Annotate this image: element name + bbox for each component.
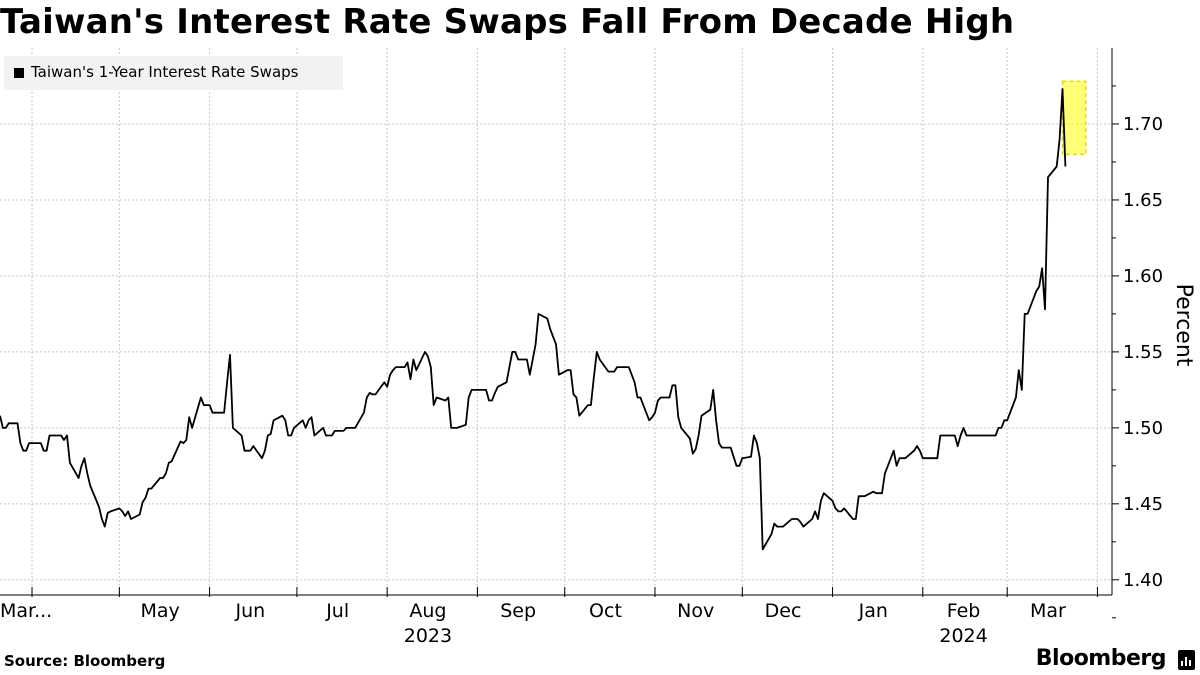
legend-swatch bbox=[14, 68, 24, 78]
series-layer bbox=[0, 88, 1067, 551]
x-tick-label: May bbox=[140, 600, 179, 622]
y-tick-label: 1.55 bbox=[1123, 342, 1163, 363]
x-tick-label: Aug bbox=[409, 600, 446, 622]
x-tick-label: Mar bbox=[1030, 600, 1066, 622]
brand-wordmark: Bloomberg bbox=[1035, 646, 1167, 671]
x-tick-label: Sep bbox=[500, 600, 536, 622]
highlight-layer bbox=[1061, 80, 1087, 156]
y-tick-label: 1.60 bbox=[1123, 266, 1163, 287]
y-tick-label: 1.50 bbox=[1123, 418, 1163, 439]
y-axis: 1.40 1.45 1.50 1.55 1.60 1.65 1.70 bbox=[1111, 48, 1163, 619]
series-line bbox=[0, 88, 1067, 551]
x-tick-label: Dec bbox=[765, 600, 802, 622]
highlight-box bbox=[1061, 80, 1087, 156]
y-tick-label: 1.65 bbox=[1123, 190, 1163, 211]
x-axis: Mar... May Jun Jul Aug Sep Oct Nov Dec Jan Feb Mar 2… bbox=[0, 587, 1112, 647]
legend-label: Taiwan's 1-Year Interest Rate Swaps bbox=[31, 63, 299, 81]
x-year-label: 2024 bbox=[939, 625, 987, 647]
x-tick-label: Jul bbox=[325, 600, 349, 622]
x-tick-label: Oct bbox=[589, 600, 622, 622]
x-tick-label: Nov bbox=[677, 600, 714, 622]
source-note: Source: Bloomberg bbox=[4, 652, 166, 670]
legend: Taiwan's 1-Year Interest Rate Swaps bbox=[4, 56, 343, 90]
x-tick-label: Mar... bbox=[0, 600, 52, 622]
y-tick-label: 1.45 bbox=[1123, 494, 1163, 515]
chart-title: Taiwan's Interest Rate Swaps Fall From D… bbox=[0, 2, 1015, 42]
bar-chart-icon bbox=[1178, 650, 1195, 670]
x-tick-label: Jun bbox=[235, 600, 266, 622]
y-tick-label: 1.40 bbox=[1123, 570, 1163, 591]
x-tick-label: Jan bbox=[858, 600, 888, 622]
y-tick-label: 1.70 bbox=[1123, 114, 1163, 135]
x-year-label: 2023 bbox=[404, 625, 452, 647]
y-axis-title: Percent bbox=[1171, 284, 1196, 367]
gridlines bbox=[0, 48, 1112, 595]
x-tick-label: Feb bbox=[947, 600, 981, 622]
